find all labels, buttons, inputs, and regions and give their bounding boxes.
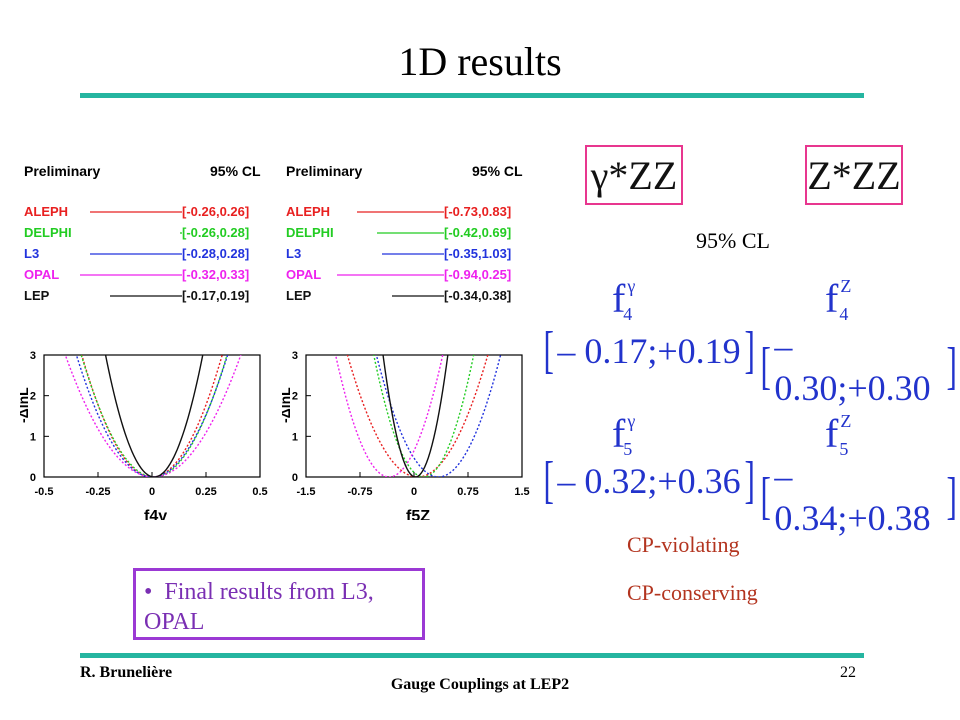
legend-interval-l3: [-0.35,1.03] xyxy=(444,246,511,261)
legend-name-opal: OPAL xyxy=(286,267,321,282)
legend-header-left: Preliminary xyxy=(286,163,362,179)
interval-f5-gamma: [– 0.32;+0.36] xyxy=(543,452,755,509)
legend-interval-delphi: [-0.42,0.69] xyxy=(444,225,511,240)
y-axis-label: -ΔlnL xyxy=(20,387,31,423)
legend-interval-aleph: [-0.73,0.83] xyxy=(444,204,511,219)
curve-delphi xyxy=(80,355,228,477)
legend-name-lep: LEP xyxy=(286,288,312,303)
y-tick-label: 1 xyxy=(292,431,298,443)
curve-lep xyxy=(382,355,449,477)
bullet-box: • Final results from L3, OPAL xyxy=(133,568,425,640)
page-number: 22 xyxy=(840,664,856,681)
curve-opal xyxy=(334,355,444,477)
y-tick-label: 3 xyxy=(292,350,298,362)
interval-f4-z: [– 0.30;+0.30] xyxy=(760,326,957,408)
interval-f5-z: [– 0.34;+0.38] xyxy=(760,456,957,538)
legend-name-aleph: ALEPH xyxy=(286,204,330,219)
legend-interval-lep: [-0.34,0.38] xyxy=(444,288,511,303)
legend-header-left: Preliminary xyxy=(24,163,100,179)
y-tick-label: 1 xyxy=(30,431,36,443)
x-tick-label: 0.75 xyxy=(457,486,478,498)
symbol-f5-gamma: f γ5 xyxy=(612,411,636,459)
x-tick-label: 0 xyxy=(411,486,417,498)
y-axis-label: -ΔlnL xyxy=(282,387,293,423)
footer-title: Gauge Couplings at LEP2 xyxy=(390,676,570,693)
z-zz-label: Z*ZZ xyxy=(805,145,903,205)
gamma-zz-label: γ*ZZ xyxy=(585,145,683,205)
legend-interval-aleph: [-0.26,0.26] xyxy=(182,204,249,219)
interval-f4-gamma: [– 0.17;+0.19] xyxy=(543,322,755,379)
bullet-icon: • xyxy=(144,579,165,605)
x-tick-label: -0.25 xyxy=(85,486,110,498)
curve-opal xyxy=(64,355,242,477)
legend-name-l3: L3 xyxy=(286,246,301,261)
confidence-level: 95% CL xyxy=(696,228,770,253)
x-tick-label: 0.25 xyxy=(195,486,216,498)
legend-interval-lep: [-0.17,0.19] xyxy=(182,288,249,303)
cp-conserving-label: CP-conserving xyxy=(627,580,758,605)
legend-interval-l3: [-0.28,0.28] xyxy=(182,246,249,261)
legend-name-opal: OPAL xyxy=(24,267,59,282)
legend-name-l3: L3 xyxy=(24,246,39,261)
legend-name-lep: LEP xyxy=(24,288,50,303)
x-axis-label: f5Z xyxy=(406,508,430,520)
curve-l3 xyxy=(75,355,229,477)
y-tick-label: 2 xyxy=(292,391,298,403)
y-tick-label: 2 xyxy=(30,391,36,403)
y-tick-label: 0 xyxy=(292,472,298,484)
symbol-f4-z: f Z4 xyxy=(825,276,852,324)
legend-header-right: 95% CL xyxy=(472,163,523,179)
x-tick-label: -0.75 xyxy=(347,486,372,498)
legend-interval-delphi: [-0.26,0.28] xyxy=(182,225,249,240)
x-tick-label: 0 xyxy=(149,486,155,498)
symbol-f5-z: f Z5 xyxy=(825,411,852,459)
footer-divider xyxy=(80,653,864,658)
x-tick-label: -0.5 xyxy=(35,486,54,498)
curve-l3 xyxy=(375,355,502,477)
y-tick-label: 0 xyxy=(30,472,36,484)
bullet-text: Final results from L3, OPAL xyxy=(144,579,374,635)
footer-author: R. Brunelière xyxy=(80,664,173,681)
title-divider xyxy=(80,93,864,98)
curve-lep xyxy=(104,355,204,477)
symbol-f4-gamma: f γ4 xyxy=(612,276,636,324)
legend-header-right: 95% CL xyxy=(210,163,261,179)
x-tick-label: 1.5 xyxy=(514,486,529,498)
slide-title: 1D results xyxy=(398,39,562,84)
x-axis-label: f4γ xyxy=(144,508,167,520)
legend-name-delphi: DELPHI xyxy=(24,225,72,240)
legend-name-delphi: DELPHI xyxy=(286,225,334,240)
legend-name-aleph: ALEPH xyxy=(24,204,68,219)
plot-frame xyxy=(43,354,261,478)
x-tick-label: 0.5 xyxy=(252,486,267,498)
curve-aleph xyxy=(81,355,223,477)
legend-interval-opal: [-0.32,0.33] xyxy=(182,267,249,282)
chart-f4-gamma: Preliminary 95% CL ALEPH [-0.26,0.26] DELPHI… xyxy=(20,163,268,520)
y-tick-label: 3 xyxy=(30,350,36,362)
cp-violating-label: CP-violating xyxy=(627,532,740,557)
legend-interval-opal: [-0.94,0.25] xyxy=(444,267,511,282)
chart-f5-z: Preliminary 95% CL ALEPH [-0.73,0.83] DELPHI… xyxy=(282,163,530,520)
x-tick-label: -1.5 xyxy=(297,486,316,498)
